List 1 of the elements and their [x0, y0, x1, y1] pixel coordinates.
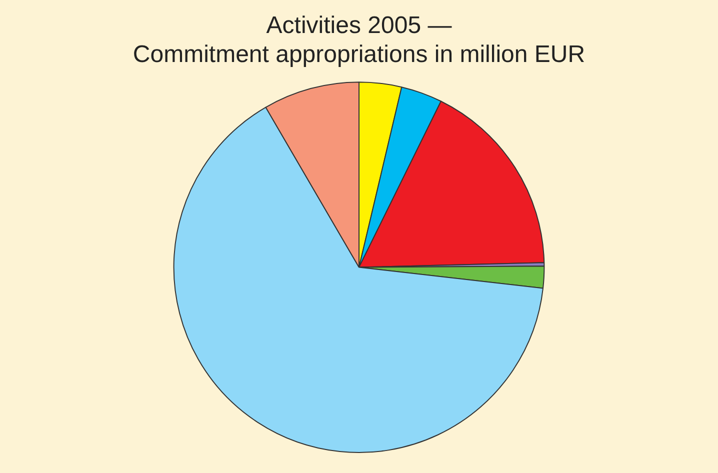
chart-title: Activities 2005 — Commitment appropriations in million EUR	[132, 12, 586, 68]
